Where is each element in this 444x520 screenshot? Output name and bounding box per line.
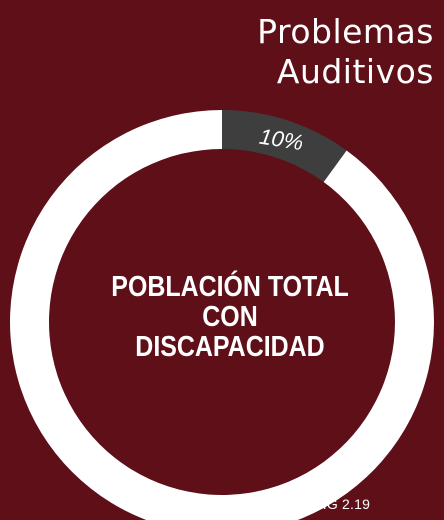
donut-center-label: POBLACIÓN TOTAL CON DISCAPACIDAD	[111, 271, 349, 363]
donut-slice-0	[222, 110, 347, 183]
figure-number: FIG 2.19	[314, 496, 371, 512]
chart-title: Problemas Auditivos	[257, 12, 434, 91]
